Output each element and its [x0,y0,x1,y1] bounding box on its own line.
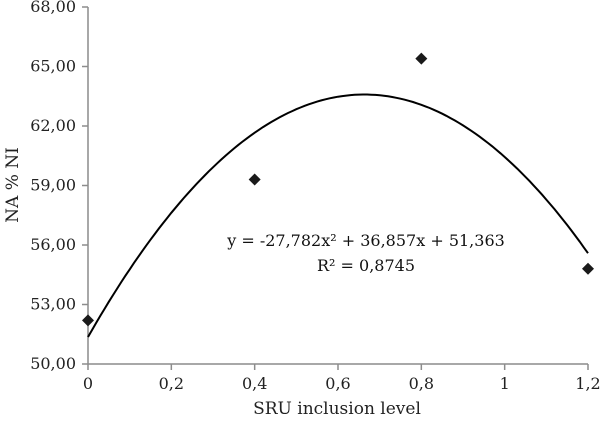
x-tick-label: 1 [500,374,510,393]
trendline [87,93,589,338]
x-tick-label: 0,2 [159,374,184,393]
y-tick-label: 59,00 [30,176,76,195]
x-tick-label: 0,4 [242,374,267,393]
y-tick-label: 56,00 [30,235,76,254]
y-axis: 50,00 53,00 56,00 59,00 62,00 65,00 68,00 [30,0,89,373]
x-tick-label: 0,8 [409,374,434,393]
y-tick-label: 53,00 [30,295,76,314]
diamond-marker [582,262,594,275]
x-axis-label: SRU inclusion level [253,399,421,419]
x-axis: 0 0,2 0,4 0,6 0,8 1 1,2 [83,363,600,393]
diamond-marker [248,173,261,186]
y-tick-label: 62,00 [30,116,76,135]
x-tick-label: 1,2 [575,374,600,393]
diamond-marker [82,314,94,327]
y-tick-label: 65,00 [30,57,76,76]
x-tick-label: 0 [83,374,93,393]
y-tick-label: 50,00 [30,354,76,373]
trendline-equation: y = -27,782x² + 36,857x + 51,363 [226,231,505,250]
y-tick-label: 68,00 [30,0,76,16]
y-axis-label: NA % NI [3,147,23,223]
x-tick-label: 0,6 [325,374,350,393]
data-points [82,52,594,327]
diamond-marker [415,52,428,65]
r-squared: R² = 0,8745 [317,256,415,275]
